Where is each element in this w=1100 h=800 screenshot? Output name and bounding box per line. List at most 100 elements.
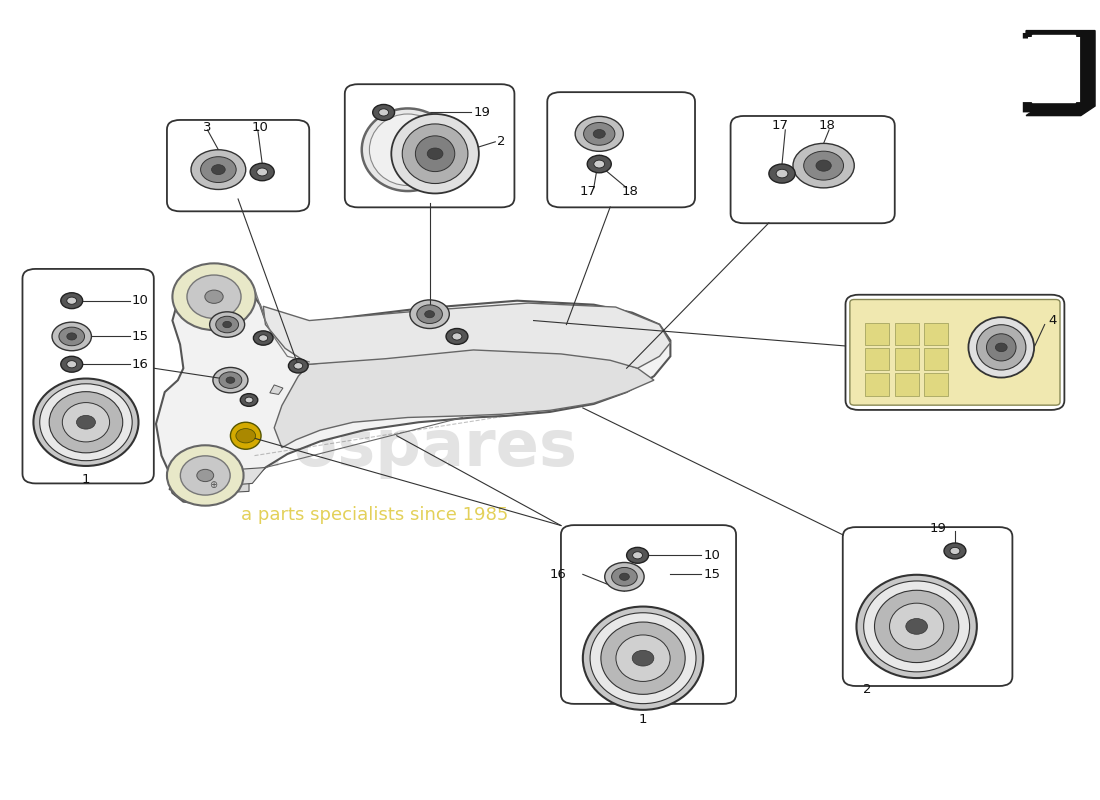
Ellipse shape bbox=[362, 109, 453, 191]
Circle shape bbox=[235, 429, 255, 443]
Polygon shape bbox=[274, 348, 654, 448]
Ellipse shape bbox=[40, 384, 132, 461]
Text: 2: 2 bbox=[864, 683, 871, 697]
Polygon shape bbox=[1028, 36, 1081, 98]
Circle shape bbox=[223, 322, 231, 328]
Bar bbox=[924, 374, 948, 396]
Circle shape bbox=[205, 290, 223, 303]
Ellipse shape bbox=[601, 622, 685, 694]
Circle shape bbox=[250, 163, 274, 181]
Circle shape bbox=[197, 470, 213, 482]
Circle shape bbox=[816, 160, 832, 171]
Circle shape bbox=[77, 415, 96, 429]
Text: 1: 1 bbox=[81, 473, 90, 486]
Ellipse shape bbox=[890, 603, 944, 650]
Circle shape bbox=[793, 143, 855, 188]
Polygon shape bbox=[175, 470, 249, 495]
Ellipse shape bbox=[874, 590, 959, 662]
Bar bbox=[866, 322, 889, 345]
Ellipse shape bbox=[230, 422, 261, 450]
Text: 3: 3 bbox=[204, 121, 211, 134]
Bar bbox=[894, 322, 918, 345]
Text: 4: 4 bbox=[1048, 314, 1056, 327]
Circle shape bbox=[632, 552, 642, 559]
Ellipse shape bbox=[857, 574, 977, 678]
Circle shape bbox=[996, 343, 1008, 352]
Circle shape bbox=[575, 116, 624, 151]
Ellipse shape bbox=[392, 114, 478, 194]
FancyBboxPatch shape bbox=[850, 299, 1060, 405]
Circle shape bbox=[950, 547, 960, 554]
Ellipse shape bbox=[987, 334, 1016, 361]
Ellipse shape bbox=[616, 635, 670, 682]
Ellipse shape bbox=[167, 446, 243, 506]
Circle shape bbox=[410, 300, 449, 329]
Circle shape bbox=[200, 157, 236, 182]
Text: 17: 17 bbox=[580, 185, 596, 198]
Circle shape bbox=[944, 543, 966, 559]
Ellipse shape bbox=[173, 263, 255, 330]
Ellipse shape bbox=[583, 606, 703, 710]
Circle shape bbox=[612, 567, 637, 586]
Text: 15: 15 bbox=[703, 568, 720, 581]
Circle shape bbox=[191, 150, 245, 190]
Ellipse shape bbox=[403, 124, 467, 183]
Circle shape bbox=[52, 322, 91, 350]
Circle shape bbox=[905, 618, 927, 634]
Text: 18: 18 bbox=[818, 119, 835, 133]
Text: 16: 16 bbox=[132, 358, 148, 370]
Ellipse shape bbox=[370, 114, 446, 186]
Circle shape bbox=[216, 316, 239, 333]
Bar bbox=[866, 374, 889, 396]
Ellipse shape bbox=[180, 456, 230, 495]
Circle shape bbox=[427, 148, 443, 159]
Circle shape bbox=[67, 361, 77, 368]
Circle shape bbox=[210, 312, 244, 338]
Ellipse shape bbox=[416, 136, 454, 171]
Polygon shape bbox=[156, 273, 670, 503]
Circle shape bbox=[777, 170, 788, 178]
Circle shape bbox=[256, 168, 267, 176]
Ellipse shape bbox=[968, 317, 1034, 378]
Text: 2: 2 bbox=[497, 135, 506, 148]
Circle shape bbox=[219, 372, 242, 389]
Polygon shape bbox=[1023, 33, 1094, 113]
Ellipse shape bbox=[864, 581, 969, 672]
Circle shape bbox=[804, 151, 844, 180]
Text: 19: 19 bbox=[473, 106, 491, 119]
Circle shape bbox=[60, 293, 82, 309]
Circle shape bbox=[253, 331, 273, 345]
Bar bbox=[894, 348, 918, 370]
Text: 10: 10 bbox=[703, 549, 720, 562]
Circle shape bbox=[619, 573, 629, 580]
Circle shape bbox=[288, 358, 308, 373]
Bar bbox=[866, 348, 889, 370]
Circle shape bbox=[226, 377, 234, 383]
Circle shape bbox=[60, 356, 82, 372]
Circle shape bbox=[452, 333, 462, 340]
Circle shape bbox=[632, 650, 653, 666]
Text: a parts specialists since 1985: a parts specialists since 1985 bbox=[241, 506, 508, 524]
Circle shape bbox=[594, 160, 605, 168]
Text: ⊕: ⊕ bbox=[209, 480, 217, 490]
Circle shape bbox=[605, 562, 645, 591]
Circle shape bbox=[378, 109, 388, 116]
Ellipse shape bbox=[33, 378, 139, 466]
Ellipse shape bbox=[590, 613, 696, 704]
Circle shape bbox=[769, 164, 795, 183]
Polygon shape bbox=[169, 467, 265, 490]
Bar bbox=[924, 322, 948, 345]
Ellipse shape bbox=[977, 325, 1026, 370]
Text: 17: 17 bbox=[771, 119, 788, 133]
Circle shape bbox=[627, 547, 649, 563]
Circle shape bbox=[211, 165, 226, 174]
Circle shape bbox=[294, 362, 302, 369]
Text: 18: 18 bbox=[621, 185, 638, 198]
Bar bbox=[894, 374, 918, 396]
Circle shape bbox=[258, 335, 267, 342]
Ellipse shape bbox=[50, 392, 123, 453]
Polygon shape bbox=[263, 303, 670, 368]
Bar bbox=[924, 348, 948, 370]
Ellipse shape bbox=[187, 275, 241, 318]
Circle shape bbox=[593, 130, 605, 138]
